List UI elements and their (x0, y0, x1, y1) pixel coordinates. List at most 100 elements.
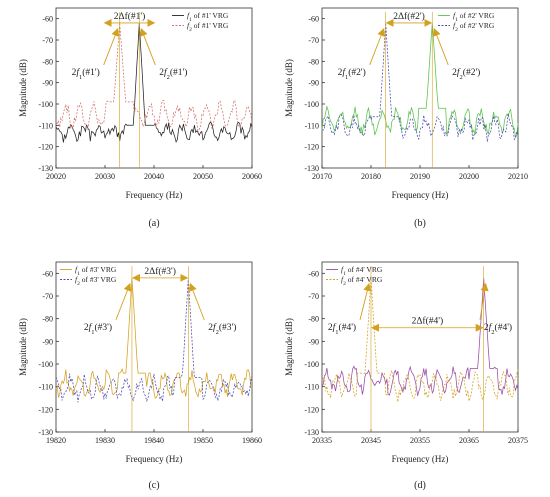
y-tick-label: -90 (308, 337, 319, 346)
legend-entry: f2 of #3' VRG (75, 275, 117, 287)
x-tick-label: 20050 (193, 172, 213, 181)
x-tick-label: 20345 (361, 436, 381, 445)
legend-entry: f2 of #1' VRG (187, 21, 229, 33)
y-tick-label: -120 (304, 405, 319, 414)
x-tick-label: 20210 (508, 172, 528, 181)
x-tick-label: 20040 (144, 172, 164, 181)
x-tick-label: 19860 (242, 436, 262, 445)
legend-entry: f1 of #1' VRG (187, 11, 229, 23)
delta-label: 2Δf(#2') (393, 11, 425, 22)
delta-label: 2Δf(#4') (412, 316, 444, 327)
x-tick-label: 19850 (193, 436, 213, 445)
peak-label-right: 2f2(#1') (159, 67, 187, 81)
y-tick-label: -80 (42, 57, 53, 66)
annotations: 2Δf(#4') 2f1(#4') 2f2(#4') (328, 282, 512, 336)
legend-entry: f1 of #3' VRG (75, 265, 117, 277)
y-tick-label: -130 (304, 428, 319, 437)
x-axis-label: Frequency (Hz) (392, 454, 449, 464)
y-tick-label: -60 (42, 269, 53, 278)
y-axis-label: Magnitude (dB) (284, 59, 294, 117)
peak-label-left: 2f1(#3') (84, 322, 112, 336)
y-tick-label: -120 (38, 405, 53, 414)
legend-entry: f2 of #2' VRG (453, 21, 495, 33)
y-tick-label: -130 (38, 164, 53, 173)
x-axis-label: Frequency (Hz) (126, 190, 183, 200)
x-tick-label: 19820 (46, 436, 66, 445)
annotations: 2Δf(#1') 2f1(#1') 2f2(#1') (72, 11, 188, 81)
y-tick-label: -120 (304, 143, 319, 152)
panel-a: -130 -120 -110 -100 -90 -80 -70 -60 20020 20030 20… (18, 7, 262, 229)
delta-label: 2Δf(#3') (144, 266, 176, 277)
peak-label-left: 2f1(#4') (328, 322, 356, 336)
x-axis-label: Frequency (Hz) (126, 454, 183, 464)
plot-frame (321, 7, 519, 169)
y-tick-label: -80 (308, 57, 319, 66)
peak-arrow-right (140, 28, 156, 66)
x-tick-label: 19830 (95, 436, 115, 445)
plot-frame (321, 261, 519, 433)
y-tick-label: -110 (39, 121, 53, 130)
peak-arrow-left (103, 28, 119, 66)
y-tick-label: -60 (308, 15, 319, 24)
peak-arrow-right (189, 282, 205, 321)
x-tick-label: 20200 (459, 172, 479, 181)
peak-arrow-left (115, 282, 132, 321)
x-tick-label: 20170 (312, 172, 332, 181)
panel-d: -130 -120 -110 -100 -90 -80 -70 -60 20335 20345 20… (284, 261, 528, 491)
legend-entry: f1 of #4' VRG (341, 265, 383, 277)
peak-arrow-right (479, 282, 489, 320)
x-tick-label: 19840 (144, 436, 164, 445)
y-tick-label: -110 (39, 383, 53, 392)
plot-frame (55, 7, 253, 169)
y-tick-label: -70 (308, 36, 319, 45)
y-tick-label: -90 (308, 79, 319, 88)
x-tick-label: 20355 (410, 436, 430, 445)
legend-entry: f1 of #2' VRG (453, 11, 495, 23)
y-tick-label: -80 (42, 315, 53, 324)
panel-caption: (a) (148, 218, 159, 229)
delta-label: 2Δf(#1') (114, 11, 146, 22)
plot-frame (55, 261, 253, 433)
panel-b: -130 -120 -110 -100 -90 -80 -70 -60 20170 20180 20… (284, 7, 528, 229)
y-tick-label: -100 (38, 100, 53, 109)
series-line-2 (55, 277, 253, 403)
peak-label-right: 2f2(#2') (452, 67, 480, 81)
x-tick-label: 20190 (410, 172, 430, 181)
x-axis-label: Frequency (Hz) (392, 190, 449, 200)
y-tick-label: -90 (42, 79, 53, 88)
series-line-1 (55, 277, 253, 399)
panel-caption: (c) (148, 480, 159, 491)
panel-caption: (b) (414, 218, 426, 229)
annotations: 2Δf(#2') 2f1(#2') 2f2(#2') (338, 11, 481, 81)
x-tick-label: 20180 (361, 172, 381, 181)
series-line-2 (321, 22, 519, 142)
y-tick-label: -130 (304, 164, 319, 173)
y-tick-label: -70 (308, 292, 319, 301)
y-tick-label: -110 (305, 383, 319, 392)
y-tick-label: -100 (304, 360, 319, 369)
y-axis-label: Magnitude (dB) (18, 59, 28, 117)
series-line-1 (55, 22, 253, 143)
x-tick-label: 20030 (95, 172, 115, 181)
y-tick-label: -60 (42, 15, 53, 24)
x-tick-label: 20365 (459, 436, 479, 445)
peak-label-right: 2f2(#3') (208, 322, 236, 336)
annotations: 2Δf(#3') 2f1(#3') 2f2(#3') (84, 266, 237, 336)
peak-arrow-right (433, 28, 449, 66)
y-tick-label: -130 (38, 428, 53, 437)
peak-label-left: 2f1(#1') (72, 67, 100, 81)
peak-arrow-left (359, 282, 372, 320)
peak-label-left: 2f1(#2') (338, 67, 366, 81)
y-tick-label: -70 (42, 292, 53, 301)
peak-label-right: 2f2(#4') (484, 322, 512, 336)
y-tick-label: -110 (305, 121, 319, 130)
x-tick-label: 20020 (46, 172, 66, 181)
x-tick-label: 20060 (242, 172, 262, 181)
peak-arrow-left (369, 28, 385, 66)
x-tick-label: 20335 (312, 436, 332, 445)
